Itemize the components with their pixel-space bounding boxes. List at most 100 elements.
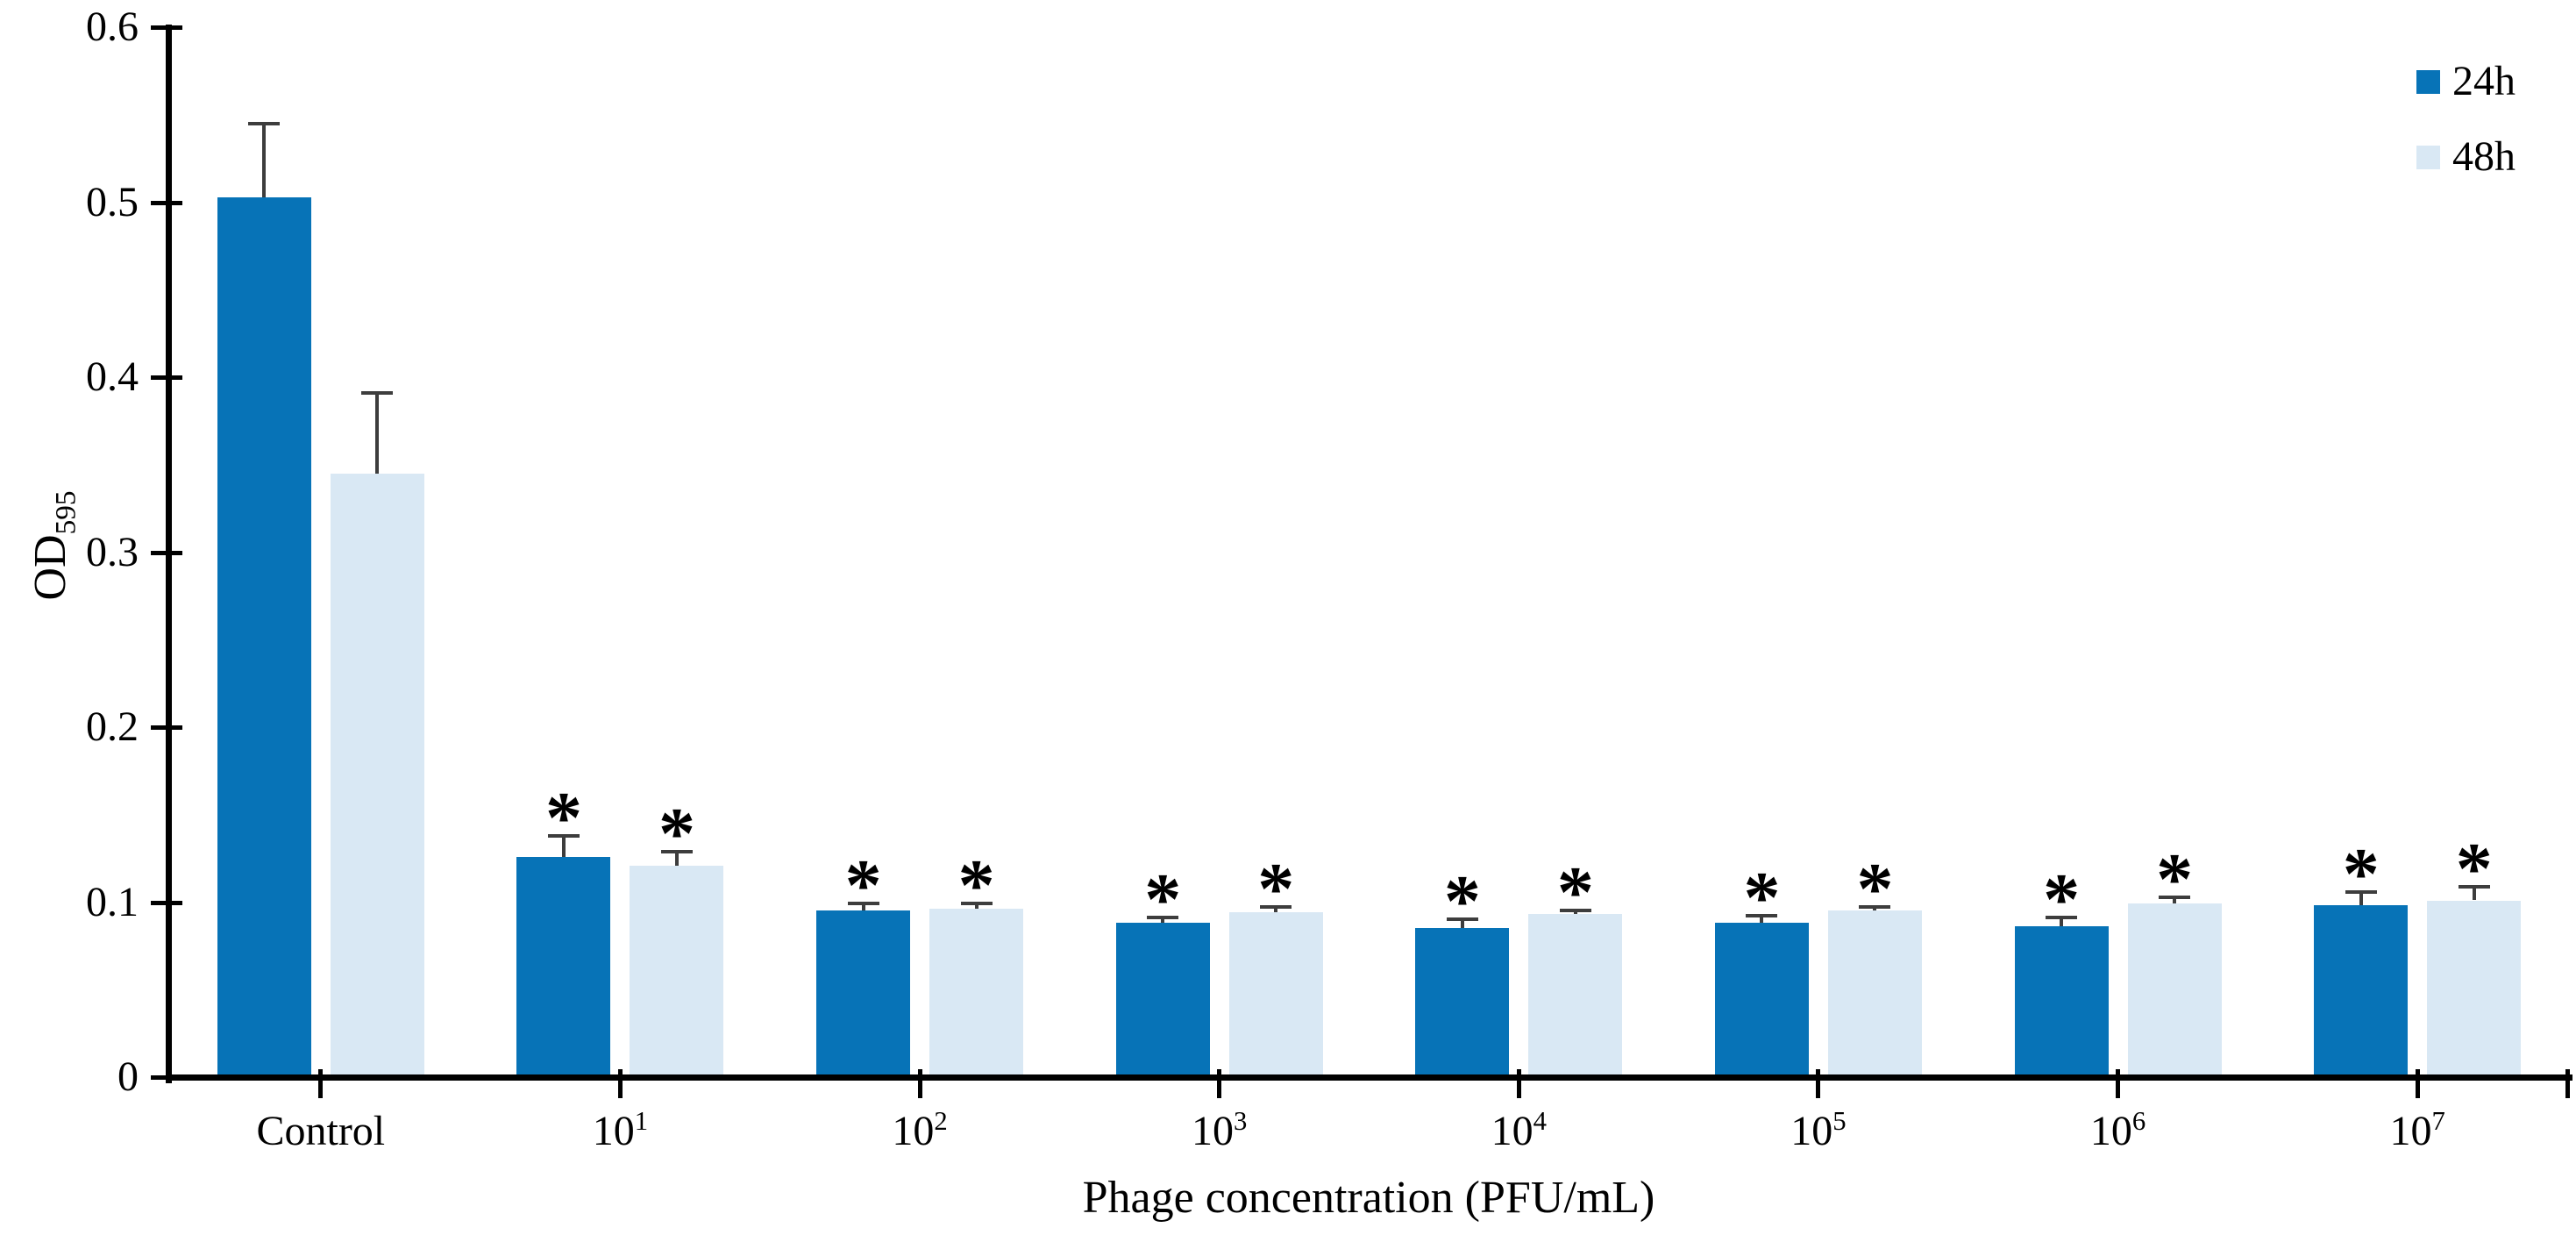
y-tick-0 xyxy=(151,1075,182,1080)
significance-asterisk-24h-106: * xyxy=(2043,859,2081,941)
category-label-106: 106 xyxy=(2089,1106,2146,1154)
x-axis-line xyxy=(166,1074,2572,1081)
x-tick-106 xyxy=(2116,1069,2121,1098)
error-bar-24h-Control xyxy=(262,123,267,197)
x-tick-101 xyxy=(617,1069,623,1098)
error-bar-48h-101 xyxy=(674,851,679,866)
error-cap-48h-107 xyxy=(2458,884,2490,889)
error-bar-24h-105 xyxy=(1760,916,1764,924)
category-exponent-5: 5 xyxy=(1832,1106,1847,1136)
error-bar-48h-106 xyxy=(2173,896,2177,904)
error-cap-24h-104 xyxy=(1446,917,1478,922)
y-axis-title-text: OD xyxy=(25,534,75,601)
bar-24h-107 xyxy=(2314,905,2409,1077)
bar-48h-103 xyxy=(1228,912,1323,1077)
significance-asterisk-48h-101: * xyxy=(658,792,695,874)
y-tick-0.6 xyxy=(151,25,182,30)
error-cap-48h-Control xyxy=(361,390,394,395)
category-label-101: 101 xyxy=(592,1106,649,1154)
x-tick-107 xyxy=(2415,1069,2420,1098)
error-cap-24h-101 xyxy=(547,833,580,838)
legend-item-24h: 24h xyxy=(2416,58,2516,105)
x-tick-104 xyxy=(1516,1069,1521,1098)
bar-48h-104 xyxy=(1528,914,1623,1077)
significance-asterisk-48h-107: * xyxy=(2455,827,2493,910)
error-cap-24h-105 xyxy=(1746,914,1778,918)
error-cap-24h-Control xyxy=(248,121,281,125)
significance-asterisk-24h-102: * xyxy=(844,845,882,927)
error-cap-48h-102 xyxy=(960,902,993,906)
bar-24h-101 xyxy=(516,856,611,1077)
bar-24h-103 xyxy=(1115,923,1210,1077)
significance-asterisk-24h-107: * xyxy=(2342,832,2380,915)
legend-marker-24h xyxy=(2416,69,2440,94)
significance-asterisk-24h-103: * xyxy=(1144,859,1182,941)
error-cap-48h-105 xyxy=(1859,905,1891,910)
legend-marker-48h xyxy=(2416,145,2440,169)
y-tick-label-0.3: 0.3 xyxy=(86,528,139,575)
x-axis-end-tick xyxy=(2565,1069,2570,1098)
y-tick-0.3 xyxy=(151,550,182,555)
category-exponent-1: 1 xyxy=(634,1106,649,1136)
error-bar-24h-102 xyxy=(861,903,865,911)
error-bar-24h-107 xyxy=(2359,891,2363,906)
x-tick-102 xyxy=(917,1069,922,1098)
category-label-103: 103 xyxy=(1192,1106,1248,1154)
y-tick-label-0.1: 0.1 xyxy=(86,878,139,925)
x-tick-103 xyxy=(1217,1069,1222,1098)
y-tick-label-0.2: 0.2 xyxy=(86,703,139,750)
y-axis-title-subscript: 595 xyxy=(49,490,82,535)
bar-48h-107 xyxy=(2427,900,2522,1077)
bar-48h-101 xyxy=(630,865,724,1077)
significance-asterisk-48h-106: * xyxy=(2156,838,2194,920)
y-tick-0.4 xyxy=(151,375,182,380)
error-bar-24h-101 xyxy=(561,835,566,857)
y-tick-0.2 xyxy=(151,725,182,730)
category-label-102: 102 xyxy=(892,1106,948,1154)
x-tick-105 xyxy=(1816,1069,1821,1098)
significance-asterisk-48h-103: * xyxy=(1257,848,1295,931)
bar-24h-102 xyxy=(816,910,911,1077)
bar-48h-102 xyxy=(929,909,1024,1077)
error-cap-24h-107 xyxy=(2345,889,2377,894)
legend-label-24h: 24h xyxy=(2452,58,2516,104)
x-axis-title: Phage concentration (PFU/mL) xyxy=(1082,1173,1655,1223)
category-label-105: 105 xyxy=(1790,1106,1847,1154)
error-cap-24h-106 xyxy=(2046,916,2078,920)
significance-asterisk-24h-105: * xyxy=(1743,857,1781,939)
significance-asterisk-48h-105: * xyxy=(1856,848,1894,931)
category-label-Control: Control xyxy=(256,1108,386,1154)
category-label-104: 104 xyxy=(1491,1106,1547,1154)
bar-48h-105 xyxy=(1827,910,1922,1077)
error-bar-48h-107 xyxy=(2472,886,2476,901)
y-tick-label-0.6: 0.6 xyxy=(86,3,139,50)
bar-24h-Control xyxy=(217,196,311,1077)
error-cap-48h-106 xyxy=(2159,895,2191,899)
y-tick-label-0: 0 xyxy=(117,1053,139,1100)
y-axis-title: OD595 xyxy=(25,490,82,601)
y-tick-label-0.4: 0.4 xyxy=(86,353,139,400)
significance-asterisk-48h-104: * xyxy=(1556,852,1594,934)
bar-24h-106 xyxy=(2014,926,2109,1077)
legend-label-48h: 48h xyxy=(2452,133,2516,180)
significance-asterisk-48h-102: * xyxy=(957,845,995,927)
category-exponent-3: 3 xyxy=(1234,1106,1248,1136)
error-bar-48h-Control xyxy=(375,392,380,474)
y-tick-label-0.5: 0.5 xyxy=(86,178,139,225)
y-tick-0.1 xyxy=(151,900,182,905)
bar-24h-104 xyxy=(1415,928,1510,1077)
x-tick-Control xyxy=(318,1069,324,1098)
category-exponent-7: 7 xyxy=(2431,1106,2445,1136)
error-bar-48h-102 xyxy=(974,903,978,910)
category-exponent-2: 2 xyxy=(934,1106,948,1136)
error-bar-24h-106 xyxy=(2060,917,2064,927)
bar-48h-Control xyxy=(330,473,424,1077)
error-cap-48h-101 xyxy=(660,849,693,853)
legend-item-48h: 48h xyxy=(2416,133,2516,181)
significance-asterisk-24h-101: * xyxy=(544,776,582,859)
y-tick-0.5 xyxy=(151,200,182,205)
category-label-107: 107 xyxy=(2389,1106,2445,1154)
significance-asterisk-24h-104: * xyxy=(1443,860,1481,943)
error-cap-48h-104 xyxy=(1559,909,1591,913)
